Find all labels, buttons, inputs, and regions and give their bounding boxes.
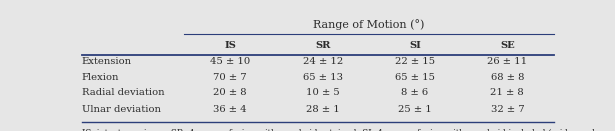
- Text: 28 ± 1: 28 ± 1: [306, 105, 339, 114]
- Text: IS: IS: [224, 41, 236, 50]
- Text: SI: SI: [409, 41, 421, 50]
- Text: 8 ± 6: 8 ± 6: [402, 88, 429, 97]
- Text: 20 ± 8: 20 ± 8: [213, 88, 247, 97]
- Text: Radial deviation: Radial deviation: [82, 88, 164, 97]
- Text: 32 ± 7: 32 ± 7: [491, 105, 524, 114]
- Text: Flexion: Flexion: [82, 73, 119, 82]
- Text: 45 ± 10: 45 ± 10: [210, 57, 250, 66]
- Text: 24 ± 12: 24 ± 12: [303, 57, 343, 66]
- Text: Range of Motion (°): Range of Motion (°): [313, 19, 424, 30]
- Text: 70 ± 7: 70 ± 7: [213, 73, 247, 82]
- Text: 68 ± 8: 68 ± 8: [491, 73, 524, 82]
- Text: 26 ± 11: 26 ± 11: [487, 57, 528, 66]
- Text: 21 ± 8: 21 ± 8: [490, 88, 524, 97]
- Text: 36 ± 4: 36 ± 4: [213, 105, 247, 114]
- Text: 10 ± 5: 10 ± 5: [306, 88, 339, 97]
- Text: 25 ± 1: 25 ± 1: [398, 105, 432, 114]
- Text: IS, intact specimen; SR, 4-corner fusion with scaphoid retained; SI, 4-corner fu: IS, intact specimen; SR, 4-corner fusion…: [82, 129, 595, 131]
- Text: SE: SE: [500, 41, 515, 50]
- Text: 22 ± 15: 22 ± 15: [395, 57, 435, 66]
- Text: SR: SR: [315, 41, 330, 50]
- Text: Ulnar deviation: Ulnar deviation: [82, 105, 161, 114]
- Text: 65 ± 15: 65 ± 15: [395, 73, 435, 82]
- Text: Extension: Extension: [82, 57, 132, 66]
- Text: 65 ± 13: 65 ± 13: [303, 73, 343, 82]
